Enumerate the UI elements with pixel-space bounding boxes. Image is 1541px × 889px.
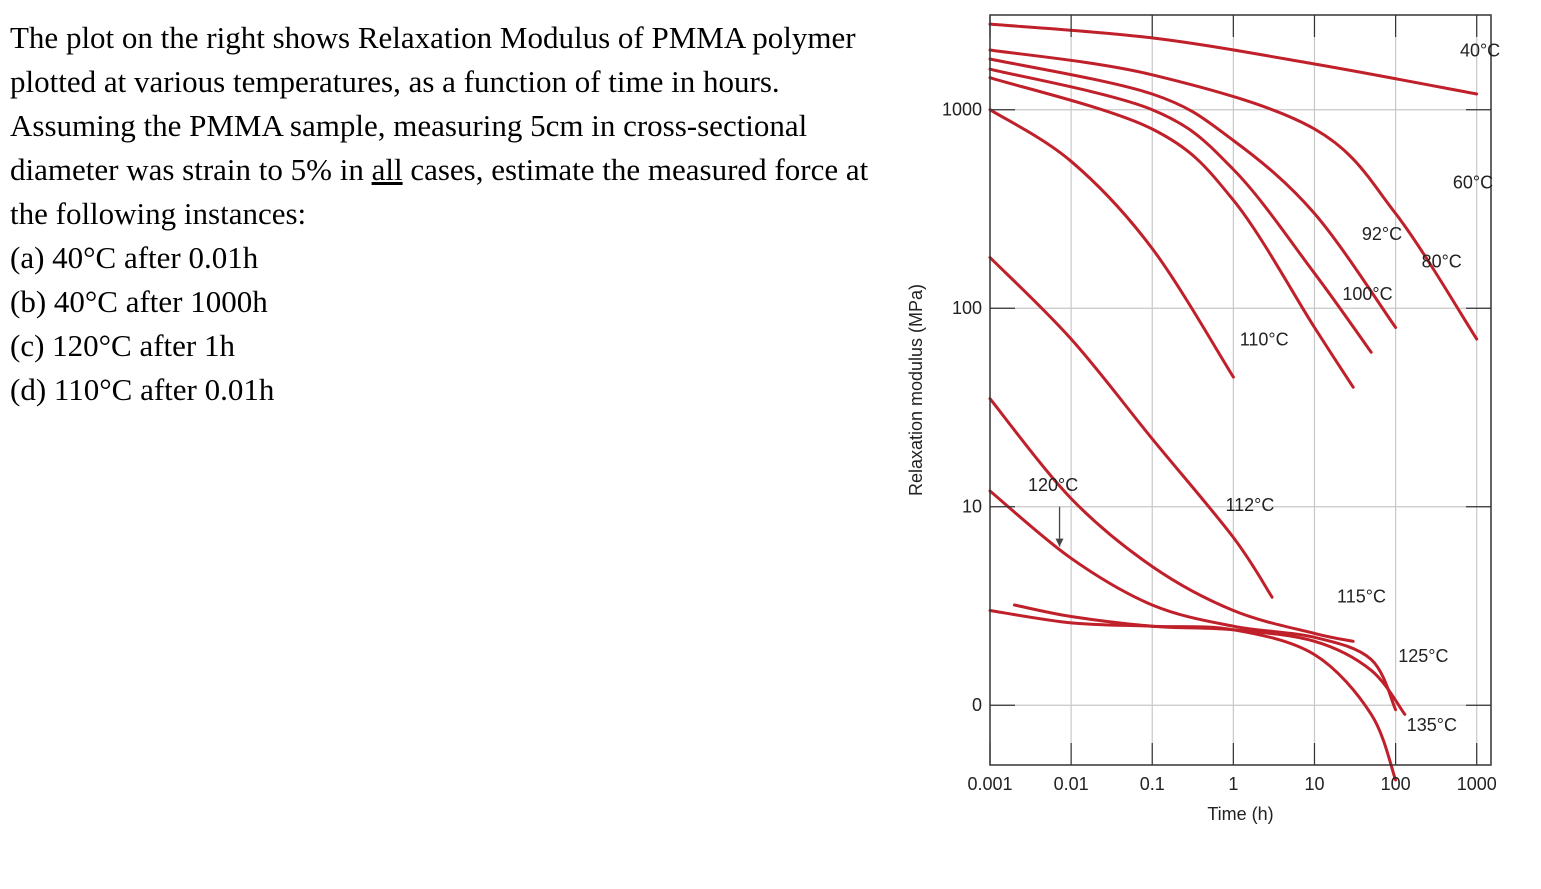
- series-annotation: 100°C: [1342, 284, 1392, 304]
- x-tick-label: 10: [1304, 774, 1324, 794]
- series-line-5: [988, 108, 1235, 379]
- series-annotation: 125°C: [1398, 646, 1448, 666]
- y-tick-label: 100: [952, 298, 982, 318]
- series-line-3: [988, 67, 1373, 354]
- x-tick-label: 0.001: [967, 774, 1012, 794]
- y-tick-label: 0: [972, 695, 982, 715]
- series-line-0: [988, 22, 1479, 96]
- series-annotations: 40°C 60°C 80°C 92°C 100°C 110°C 112°C 115°C 120°…: [1028, 41, 1500, 736]
- x-tick-label: 1000: [1457, 774, 1497, 794]
- x-tick-label: 1: [1228, 774, 1238, 794]
- series-annotation: 112°C: [1225, 495, 1274, 515]
- series-annotation: 60°C: [1453, 173, 1493, 193]
- series-line-1: [988, 48, 1479, 341]
- series-line-8: [988, 489, 1398, 712]
- question-item-c: (c) 120°C after 1h: [10, 328, 236, 363]
- series-annotation: 40°C: [1460, 41, 1500, 61]
- series-line-7: [988, 397, 1355, 643]
- series-line-10: [988, 609, 1398, 782]
- question-items: (a) 40°C after 0.01h (b) 40°C after 1000…: [10, 236, 890, 412]
- question-text: The plot on the right shows Relaxation M…: [10, 16, 890, 412]
- series-line-6: [988, 256, 1274, 599]
- plot-frame: [989, 14, 1492, 766]
- series-annotation: 80°C: [1422, 252, 1462, 272]
- x-axis-label: Time (h): [1207, 804, 1273, 824]
- y-tick-labels: 0 10 100 1000: [942, 100, 982, 716]
- series-annotation: 92°C: [1362, 224, 1402, 244]
- series-annotation: 135°C: [1407, 715, 1457, 735]
- series-annotation: 115°C: [1337, 586, 1386, 606]
- x-tick-label: 0.1: [1140, 774, 1165, 794]
- x-tick-label: 0.01: [1054, 774, 1089, 794]
- grid-lines: [990, 15, 1491, 765]
- series-annotation: 120°C: [1028, 475, 1078, 495]
- annotation-arrow: [1055, 506, 1064, 547]
- series-annotation: 110°C: [1240, 329, 1289, 349]
- arrow-head: [1055, 538, 1064, 547]
- series-line-2: [988, 57, 1398, 329]
- question-item-a: (a) 40°C after 0.01h: [10, 240, 259, 275]
- question-item-b: (b) 40°C after 1000h: [10, 284, 268, 319]
- question-text-before: The plot on the right shows Relaxation M…: [10, 20, 856, 187]
- axis-ticks: [989, 15, 1491, 765]
- series-lines: [988, 22, 1479, 782]
- series-line-4: [988, 76, 1355, 389]
- question-item-d: (d) 110°C after 0.01h: [10, 372, 275, 407]
- question-paragraph: The plot on the right shows Relaxation M…: [10, 16, 890, 236]
- y-tick-label: 1000: [942, 100, 982, 120]
- question-text-after: cases, estimate the measured force at th…: [10, 152, 869, 231]
- x-tick-label: 100: [1381, 774, 1411, 794]
- y-axis-label: Relaxation modulus (MPa): [906, 284, 926, 496]
- question-underlined-word: all: [371, 152, 403, 187]
- x-tick-labels: 0.001 0.01 0.1 1 10 100 1000: [967, 774, 1496, 794]
- y-tick-label: 10: [962, 497, 982, 517]
